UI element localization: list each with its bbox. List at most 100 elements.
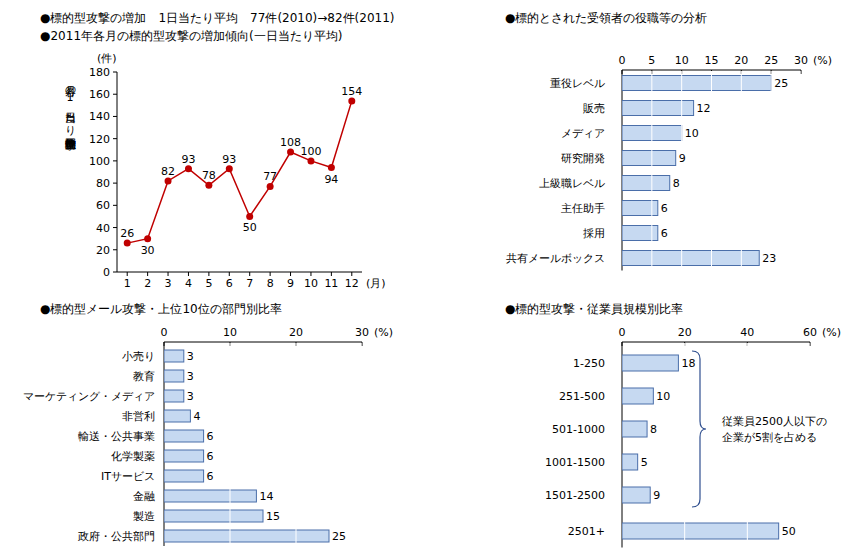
data-label: 108	[280, 136, 301, 149]
point	[328, 164, 335, 171]
y-tick-label: 100	[89, 155, 110, 168]
x-tick-label: 0	[619, 326, 626, 339]
x-tick-label: 5	[205, 277, 212, 290]
grid-line	[810, 343, 811, 548]
data-label: 5	[641, 456, 648, 469]
bar	[622, 487, 650, 503]
point	[144, 235, 151, 242]
bar	[164, 370, 184, 382]
x-tick-label: 30	[794, 54, 808, 67]
x-axis	[622, 342, 810, 343]
x-tick-label: 0	[161, 326, 168, 339]
x-tick-label: 6	[226, 277, 233, 290]
point	[348, 97, 355, 104]
x-tick-label: 20	[289, 326, 303, 339]
bar	[622, 251, 759, 266]
bar	[622, 76, 771, 91]
grid-line	[747, 343, 748, 548]
x-tick-label: 40	[740, 326, 754, 339]
bar	[164, 530, 329, 542]
data-label: 9	[653, 489, 660, 502]
grid-line	[684, 343, 685, 548]
y-axis	[117, 72, 118, 272]
x-tick	[249, 272, 250, 276]
grid-line	[362, 343, 363, 546]
data-label: 8	[673, 177, 680, 190]
data-label: 9	[679, 152, 686, 165]
data-label: 50	[782, 525, 796, 538]
category-label: 製造	[133, 510, 155, 523]
bar	[622, 421, 647, 437]
bar	[622, 101, 694, 116]
data-label: 77	[263, 170, 277, 183]
bar	[164, 410, 190, 422]
title: ●標的型攻撃・従業員規模別比率	[505, 302, 683, 316]
y-tick	[113, 116, 117, 117]
x-tick	[270, 272, 271, 276]
data-label: 8	[650, 423, 657, 436]
x-tick-label: 0	[619, 54, 626, 67]
data-label: 25	[774, 77, 788, 90]
x-axis	[164, 342, 362, 343]
data-label: 18	[681, 357, 695, 370]
y-tick	[113, 160, 117, 161]
x-tick	[127, 272, 128, 276]
category-label: 小売り	[122, 350, 155, 363]
x-tick-label: 2	[144, 277, 151, 290]
x-tick-label: 5	[648, 54, 655, 67]
x-axis	[117, 272, 362, 273]
y-tick-label: 120	[89, 133, 110, 146]
x-tick-label: 20	[678, 326, 692, 339]
data-label: 3	[187, 390, 194, 403]
data-label: 3	[187, 370, 194, 383]
category-label: 非営利	[122, 410, 155, 423]
x-tick-label: 20	[734, 54, 748, 67]
annotation: 企業が5割を占める	[722, 431, 817, 444]
data-label: 154	[341, 85, 362, 98]
x-tick	[229, 272, 230, 276]
bar	[164, 510, 263, 522]
point	[307, 157, 314, 164]
data-label: 3	[187, 350, 194, 363]
y-tick-label: 80	[96, 177, 110, 190]
x-tick-label: 15	[705, 54, 719, 67]
category-label: ITサービス	[101, 470, 155, 483]
x-tick-label: 11	[324, 277, 338, 290]
y-unit: (件)	[97, 52, 117, 65]
x-tick-label: 25	[764, 54, 778, 67]
y-tick-label: 60	[96, 199, 110, 212]
y-tick	[113, 249, 117, 250]
x-unit: (%)	[374, 326, 393, 339]
bar	[622, 523, 779, 539]
plot	[622, 343, 810, 548]
category-label: 教育	[133, 370, 155, 383]
background	[0, 0, 847, 552]
x-unit: (%)	[813, 54, 832, 67]
x-tick-label: 9	[287, 277, 294, 290]
bar	[622, 176, 670, 191]
data-label: 6	[207, 450, 214, 463]
category-label: 輸送・公共事業	[78, 430, 155, 443]
y-tick	[113, 138, 117, 139]
category-label: 1-250	[573, 357, 605, 370]
x-tick	[351, 272, 352, 276]
category-label: 金融	[133, 490, 155, 503]
x-tick	[147, 272, 148, 276]
point	[226, 165, 233, 172]
data-label: 6	[207, 470, 214, 483]
data-label: 6	[661, 202, 668, 215]
annotation: 従業員2500人以下の	[722, 415, 827, 428]
y-axis	[622, 342, 623, 548]
data-label: 30	[141, 244, 155, 257]
category-label: 政府・公共部門	[78, 530, 155, 543]
bar	[164, 390, 184, 402]
subtitle: ●2011年各月の標的型攻撃の増加傾向(一日当たり平均)	[40, 29, 342, 43]
bar-chart: ●標的とされた受領者の役職等の分析051015202530(%)重役レベル25販…	[505, 11, 832, 271]
category-label: 501-1000	[552, 423, 605, 436]
brace	[692, 351, 706, 507]
x-tick-label: 10	[675, 54, 689, 67]
x-tick-label: 7	[246, 277, 253, 290]
title: ●標的型攻撃の増加 1日当たり平均 77件(2010)→82件(2011)	[40, 11, 395, 25]
grid-line	[711, 71, 712, 271]
data-label: 78	[202, 169, 216, 182]
